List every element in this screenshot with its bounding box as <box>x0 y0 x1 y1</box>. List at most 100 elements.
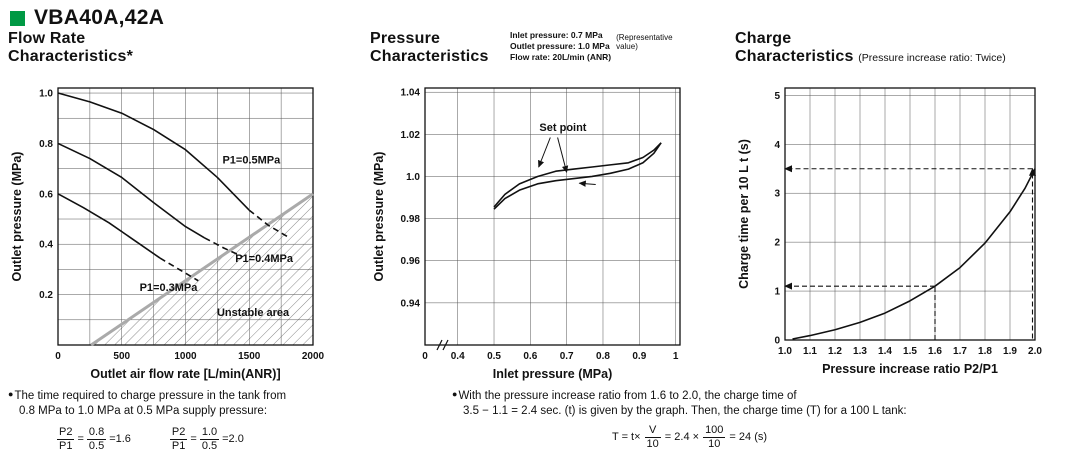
svg-text:4: 4 <box>774 140 780 151</box>
svg-text:1: 1 <box>673 351 679 362</box>
fraction-08-05: 0.8 0.5 <box>86 426 107 452</box>
svg-text:1.8: 1.8 <box>978 346 992 357</box>
note-right-line1-text: With the pressure increase ratio from 1.… <box>458 390 797 402</box>
pressure-heading: Pressure Characteristics <box>370 30 489 67</box>
formula-prefix: T = t× <box>612 431 641 444</box>
svg-text:0.6: 0.6 <box>523 351 537 362</box>
flow-rate-heading: Flow Rate Characteristics* <box>8 30 133 67</box>
svg-text:5: 5 <box>774 91 780 102</box>
svg-text:0.4: 0.4 <box>451 351 465 362</box>
charge-heading-line2-row: Characteristics (Pressure increase ratio… <box>735 48 1006 66</box>
frac-den: P1 <box>171 439 186 452</box>
svg-text:P1=0.3MPa: P1=0.3MPa <box>140 282 199 294</box>
svg-text:1000: 1000 <box>174 351 197 362</box>
svg-text:1.0: 1.0 <box>406 172 420 183</box>
condition-inlet-pressure: Inlet pressure: 0.7 MPa <box>510 30 603 40</box>
svg-text:0.8: 0.8 <box>39 139 53 150</box>
svg-text:0.98: 0.98 <box>401 214 421 225</box>
svg-text:Pressure increase ratio P2/P1: Pressure increase ratio P2/P1 <box>822 362 998 376</box>
frac-num: P2 <box>169 426 188 440</box>
flow-rate-chart: 0 500 1000 1500 2000 0.2 0.4 0.6 0.8 1.0 P1=0.5MPa… <box>10 87 325 381</box>
note-charge-time: ●With the pressure increase ratio from 1… <box>452 389 1077 451</box>
equation-ratio-1: P2 P1 = 0.8 0.5 =1.6 <box>54 426 131 452</box>
svg-text:2: 2 <box>774 238 780 249</box>
svg-text:0: 0 <box>55 351 61 362</box>
svg-text:0: 0 <box>422 351 428 362</box>
svg-text:1.04: 1.04 <box>401 88 421 99</box>
note-left-line1: ●The time required to charge pressure in… <box>8 389 446 404</box>
charge-heading: Charge Characteristics (Pressure increas… <box>735 30 1006 67</box>
svg-text:0.2: 0.2 <box>39 290 53 301</box>
equation-ratio-2: P2 P1 = 1.0 0.5 =2.0 <box>167 426 244 452</box>
pressure-conditions: Inlet pressure: 0.7 MPa Outlet pressure:… <box>510 30 696 63</box>
fraction-10-05: 1.0 0.5 <box>199 426 220 452</box>
formula-result: = 24 (s) <box>729 431 768 444</box>
svg-text:Inlet pressure (MPa): Inlet pressure (MPa) <box>493 367 612 381</box>
frac-num: 0.8 <box>86 426 107 440</box>
svg-text:0.94: 0.94 <box>401 298 421 309</box>
svg-text:P1=0.5MPa: P1=0.5MPa <box>222 155 281 167</box>
representative-value-note: (Representative value) <box>616 33 673 51</box>
svg-text:Outlet pressure (MPa): Outlet pressure (MPa) <box>10 152 24 282</box>
svg-text:Outlet air flow rate [L/min(AN: Outlet air flow rate [L/min(ANR)] <box>90 367 280 381</box>
frac-num: P2 <box>57 426 75 440</box>
svg-text:1.0: 1.0 <box>778 346 792 357</box>
svg-text:1.9: 1.9 <box>1003 346 1017 357</box>
page-title: VBA40A,42A <box>34 6 165 29</box>
pressure-conditions-lines: Inlet pressure: 0.7 MPa Outlet pressure:… <box>510 30 611 63</box>
svg-text:Charge time per 10 L t (s): Charge time per 10 L t (s) <box>737 139 751 289</box>
frac-den: 10 <box>708 437 721 450</box>
svg-text:1.5: 1.5 <box>903 346 917 357</box>
frac-den: 0.5 <box>88 439 105 452</box>
svg-text:0.5: 0.5 <box>487 351 501 362</box>
svg-text:2.0: 2.0 <box>1028 346 1042 357</box>
charge-heading-line2: Characteristics <box>735 48 854 66</box>
pressure-chart: 0.4 0.5 0.6 0.7 0.8 0.9 1 0.94 0.96 0.98 1.0 1.02 1.… <box>372 87 681 381</box>
condition-flow-rate: Flow rate: 20L/min (ANR) <box>510 52 612 63</box>
svg-text:0.7: 0.7 <box>560 351 574 362</box>
note-left-line1-text: The time required to charge pressure in … <box>14 390 287 402</box>
svg-text:0.8: 0.8 <box>596 351 610 362</box>
svg-text:1.0: 1.0 <box>39 89 53 100</box>
bullet-icon: ● <box>452 389 458 399</box>
svg-text:Outlet pressure (MPa): Outlet pressure (MPa) <box>372 152 386 282</box>
equals-sign: = <box>77 433 84 446</box>
svg-text:0.6: 0.6 <box>39 189 53 200</box>
svg-text:0: 0 <box>774 336 780 347</box>
fraction-p2-p1: P2 P1 <box>57 426 75 452</box>
svg-text:1: 1 <box>774 287 780 298</box>
note-left-line2: 0.8 MPa to 1.0 MPa at 0.5 MPa supply pre… <box>19 405 268 418</box>
fraction-v-10: V 10 <box>644 424 661 450</box>
note-right-line1: ●With the pressure increase ratio from 1… <box>452 389 1077 404</box>
svg-text:1.4: 1.4 <box>878 346 892 357</box>
svg-text:1.7: 1.7 <box>953 346 967 357</box>
charge-time-formula: T = t× V 10 = 2.4 × 100 10 = 24 (s) <box>452 424 1077 450</box>
charge-heading-subtitle: (Pressure increase ratio: Twice) <box>858 52 1006 65</box>
flow-rate-heading-line2: Characteristics* <box>8 48 134 66</box>
note-charge-ratio: ●The time required to charge pressure in… <box>8 389 446 453</box>
title-bullet-icon <box>10 10 25 26</box>
svg-text:0.9: 0.9 <box>632 351 646 362</box>
equals-sign: = <box>190 433 197 446</box>
svg-text:Unstable area: Unstable area <box>217 307 290 319</box>
bullet-icon: ● <box>8 389 14 399</box>
note-right-line2: 3.5 − 1.1 = 2.4 sec. (t) is given by the… <box>463 405 907 418</box>
equation-result: =2.0 <box>222 433 244 446</box>
svg-text:0.96: 0.96 <box>401 256 421 267</box>
svg-text:Set point: Set point <box>539 122 586 134</box>
frac-num: 1.0 <box>199 426 220 440</box>
frac-den: P1 <box>59 439 73 452</box>
charge-heading-line1: Charge <box>735 30 792 47</box>
svg-text:1.3: 1.3 <box>853 346 867 357</box>
condition-outlet-pressure: Outlet pressure: 1.0 MPa <box>510 41 610 52</box>
fraction-p2-p1: P2 P1 <box>169 426 188 452</box>
svg-text:1.02: 1.02 <box>401 130 421 141</box>
frac-num: 100 <box>703 424 726 438</box>
svg-text:1.6: 1.6 <box>928 346 942 357</box>
formula-mid: = 2.4 × <box>664 431 700 444</box>
svg-text:1.1: 1.1 <box>803 346 817 357</box>
fraction-100-10: 100 10 <box>703 424 726 450</box>
frac-den: 0.5 <box>201 439 218 452</box>
svg-text:1.2: 1.2 <box>828 346 842 357</box>
pressure-heading-line2: Characteristics <box>370 48 489 66</box>
